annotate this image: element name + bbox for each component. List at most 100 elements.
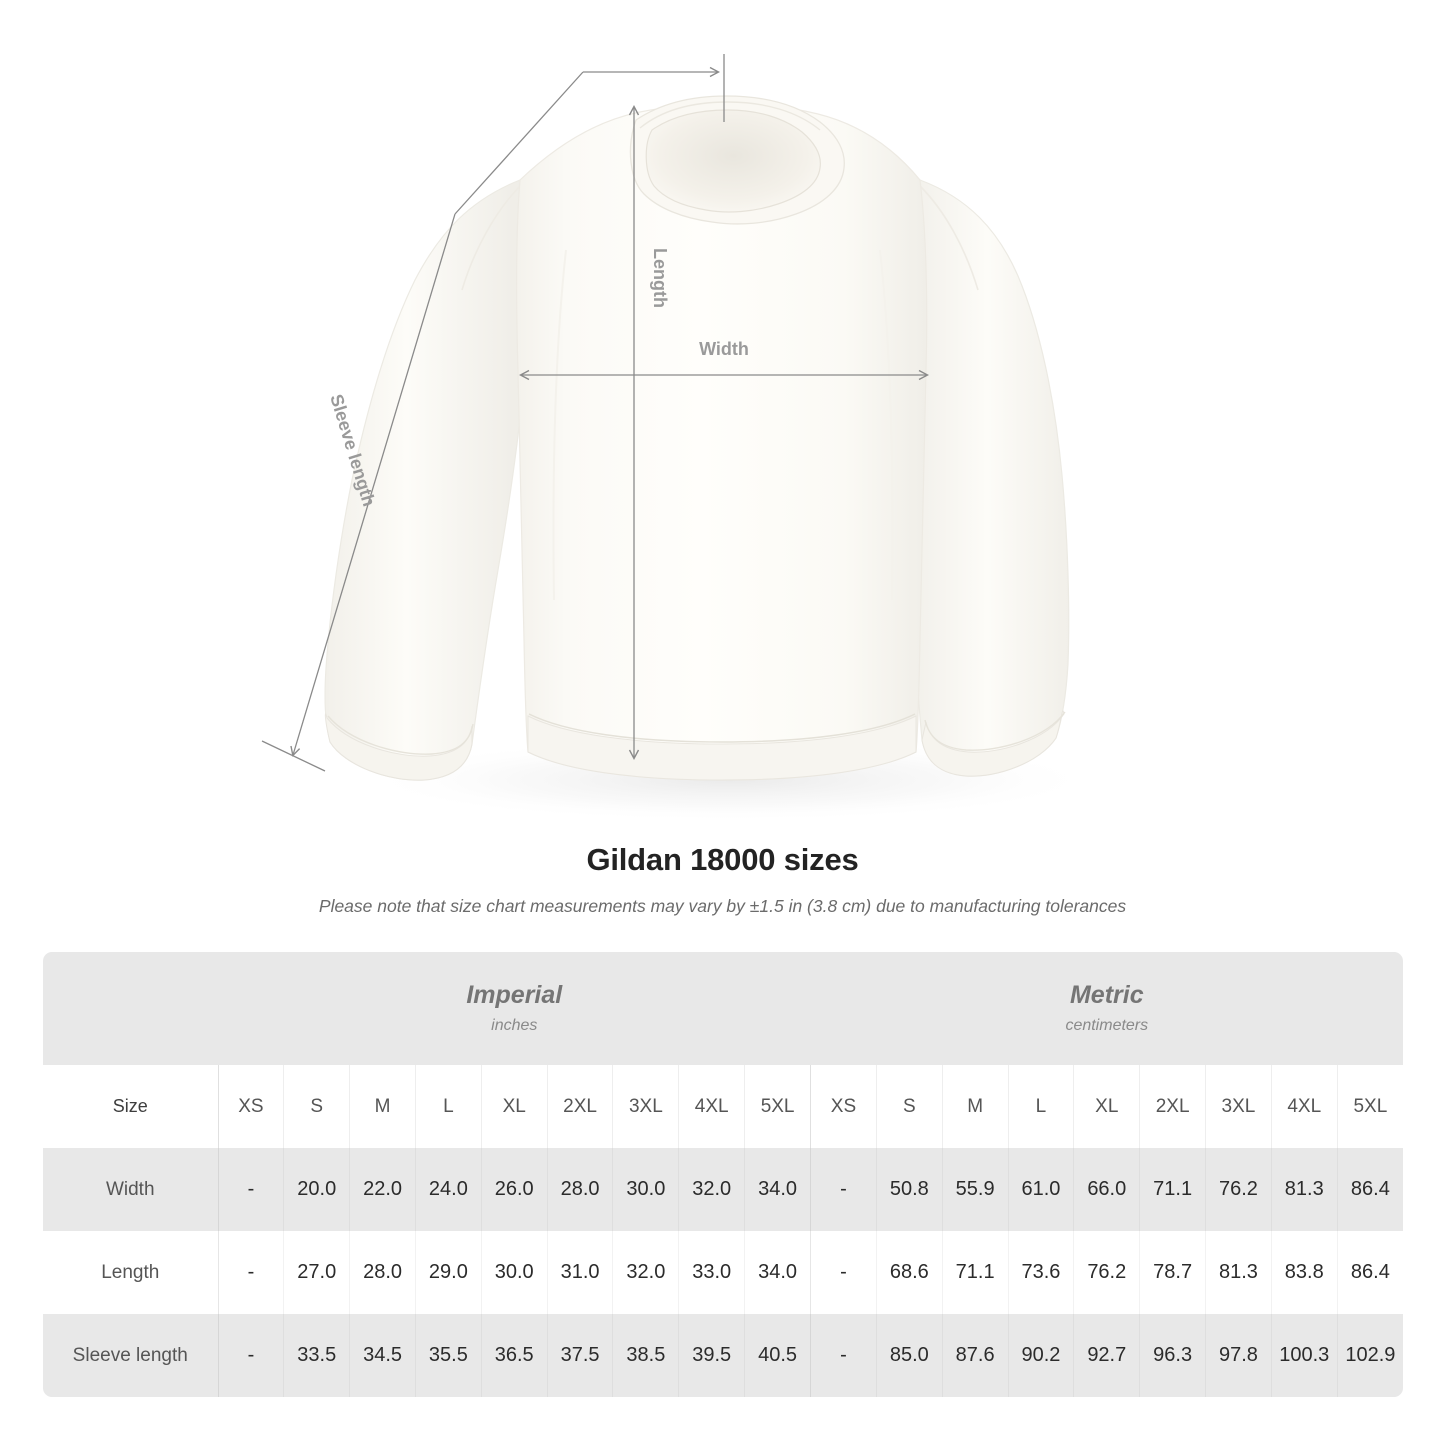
size-header-metric-m: M (941, 1065, 1009, 1148)
fabric-fold-right (879, 249, 894, 601)
cell-sleeve-length-imperial-m: 34.5 (349, 1314, 416, 1397)
cell-length-metric-m: 71.1 (941, 1231, 1009, 1314)
unit-banner-spacer (43, 952, 218, 1065)
table-row: Sleeve length - 33.5 34.5 35.5 36.5 37.5 38.5 39… (43, 1314, 1404, 1397)
cell-width-metric-l: 61.0 (1007, 1148, 1074, 1231)
cell-sleeve-length-metric-m: 87.6 (941, 1314, 1009, 1397)
page-title: Gildan 18000 sizes (586, 842, 859, 877)
cell-sleeve-length-metric-xs: - (810, 1314, 877, 1397)
right-shoulder-seam (919, 185, 979, 291)
cell-length-metric-2xl: 78.7 (1139, 1231, 1206, 1314)
cell-sleeve-length-imperial-5xl: 40.5 (744, 1314, 811, 1397)
unit-banner-imperial: Imperial inches (218, 952, 811, 1065)
cell-width-metric-xs: - (810, 1148, 877, 1231)
cell-length-imperial-5xl: 34.0 (744, 1231, 811, 1314)
cell-length-imperial-s: 27.0 (283, 1231, 350, 1314)
cell-sleeve-length-metric-4xl: 100.3 (1270, 1314, 1338, 1397)
garment-body (516, 102, 928, 781)
tolerance-note: Please note that size chart measurements… (318, 896, 1127, 916)
cell-sleeve-length-metric-l: 90.2 (1007, 1314, 1074, 1397)
left-shoulder-seam (461, 185, 521, 291)
unit-name-metric: Metric (1069, 980, 1144, 1009)
cell-length-metric-xl: 76.2 (1073, 1231, 1140, 1314)
size-header-imperial-5xl: 5XL (744, 1065, 811, 1148)
size-header-metric-xl: XL (1073, 1065, 1140, 1148)
cell-sleeve-length-metric-2xl: 96.3 (1139, 1314, 1206, 1397)
cell-sleeve-length-imperial-xl: 36.5 (480, 1314, 548, 1397)
collar-stitch (639, 101, 821, 131)
row-label-width: Width (43, 1148, 218, 1231)
width-label: Width (699, 339, 749, 359)
right-cuff-seam (924, 711, 1066, 751)
size-table-body: Width -20.0 22.0 24.0 26.0 28.0 30.0 32.0 34.0-5… (43, 1148, 1404, 1397)
fabric-fold-left (552, 249, 567, 601)
cell-length-metric-4xl: 83.8 (1270, 1231, 1338, 1314)
size-header-row: Size XS S M L XL 2XL 3XL 4XL 5XL XS S M L XL 2XL 3XL 4XL 5… (43, 1065, 1404, 1148)
cell-sleeve-length-metric-s: 85.0 (875, 1314, 943, 1397)
size-header-metric-4xl: 4XL (1270, 1065, 1338, 1148)
cell-width-metric-3xl: 76.2 (1205, 1148, 1272, 1231)
table-row: Width -20.0 22.0 24.0 26.0 28.0 30.0 32.0 34.0-5… (43, 1148, 1404, 1231)
cell-length-metric-xs: - (810, 1231, 877, 1314)
left-cuff (324, 713, 473, 781)
cell-width-imperial-xl: 26.0 (480, 1148, 548, 1231)
cell-sleeve-length-imperial-4xl: 39.5 (678, 1314, 745, 1397)
size-header-metric-5xl: 5XL (1336, 1065, 1404, 1148)
unit-banner-metric: Metric centimeters (810, 952, 1404, 1065)
cell-width-imperial-4xl: 32.0 (678, 1148, 745, 1231)
garment-diagram-panel: Sleeve length Length Width (261, 54, 1100, 822)
length-label: Length (650, 248, 670, 308)
cell-length-imperial-xl: 30.0 (480, 1231, 548, 1314)
cell-sleeve-length-imperial-l: 35.5 (414, 1314, 482, 1397)
cell-width-imperial-3xl: 30.0 (612, 1148, 679, 1231)
neck-opening (645, 109, 821, 213)
cell-width-imperial-m: 22.0 (349, 1148, 416, 1231)
size-header-metric-s: S (875, 1065, 943, 1148)
cell-sleeve-length-metric-3xl: 97.8 (1205, 1314, 1272, 1397)
cell-length-imperial-2xl: 31.0 (546, 1231, 613, 1314)
unit-banner-row: Imperial inches Metric centimeters (43, 952, 1404, 1065)
cell-sleeve-length-metric-xl: 92.7 (1073, 1314, 1140, 1397)
size-header-imperial-xs: XS (217, 1065, 284, 1148)
cell-width-metric-s: 50.8 (875, 1148, 943, 1231)
unit-name-imperial: Imperial (466, 980, 563, 1009)
length-measure: Length (628, 105, 670, 760)
size-chart-table-wrap: Imperial inches Metric centimeters Size X… (43, 952, 1404, 1397)
unit-sub-imperial: inches (491, 1016, 538, 1034)
size-header-metric-xs: XS (810, 1065, 877, 1148)
cell-length-imperial-m: 28.0 (349, 1231, 416, 1314)
cell-width-imperial-s: 20.0 (283, 1148, 350, 1231)
size-header-imperial-3xl: 3XL (612, 1065, 679, 1148)
size-header-imperial-m: M (349, 1065, 416, 1148)
size-chart-table: Imperial inches Metric centimeters Size X… (43, 952, 1404, 1397)
cell-sleeve-length-metric-5xl: 102.9 (1336, 1314, 1404, 1397)
size-header-imperial-2xl: 2XL (546, 1065, 613, 1148)
cell-width-imperial-xs: - (217, 1148, 284, 1231)
row-label-length: Length (43, 1231, 218, 1314)
cell-sleeve-length-imperial-3xl: 38.5 (612, 1314, 679, 1397)
cell-sleeve-length-imperial-2xl: 37.5 (546, 1314, 613, 1397)
cell-width-metric-m: 55.9 (941, 1148, 1009, 1231)
cell-length-metric-s: 68.6 (875, 1231, 943, 1314)
cell-width-metric-5xl: 86.4 (1336, 1148, 1404, 1231)
cell-width-imperial-2xl: 28.0 (546, 1148, 613, 1231)
cell-width-metric-2xl: 71.1 (1139, 1148, 1206, 1231)
cell-length-metric-3xl: 81.3 (1205, 1231, 1272, 1314)
cell-width-imperial-l: 24.0 (414, 1148, 482, 1231)
size-header-metric-2xl: 2XL (1139, 1065, 1206, 1148)
left-cuff-seam (327, 715, 474, 755)
size-header-imperial-s: S (283, 1065, 350, 1148)
size-header-metric-l: L (1007, 1065, 1074, 1148)
cell-length-metric-l: 73.6 (1007, 1231, 1074, 1314)
unit-sub-metric: centimeters (1065, 1016, 1149, 1034)
size-header-metric-3xl: 3XL (1205, 1065, 1272, 1148)
cell-length-metric-5xl: 86.4 (1336, 1231, 1404, 1314)
cell-length-imperial-xs: - (217, 1231, 284, 1314)
title-block: Gildan 18000 sizes Please note that size… (0, 840, 1445, 918)
size-header-label: Size (43, 1065, 218, 1148)
row-label-sleeve-length: Sleeve length (43, 1314, 218, 1397)
cell-sleeve-length-imperial-s: 33.5 (283, 1314, 350, 1397)
width-measure: Width (519, 339, 929, 381)
cell-length-imperial-l: 29.0 (414, 1231, 482, 1314)
right-cuff (921, 710, 1065, 777)
